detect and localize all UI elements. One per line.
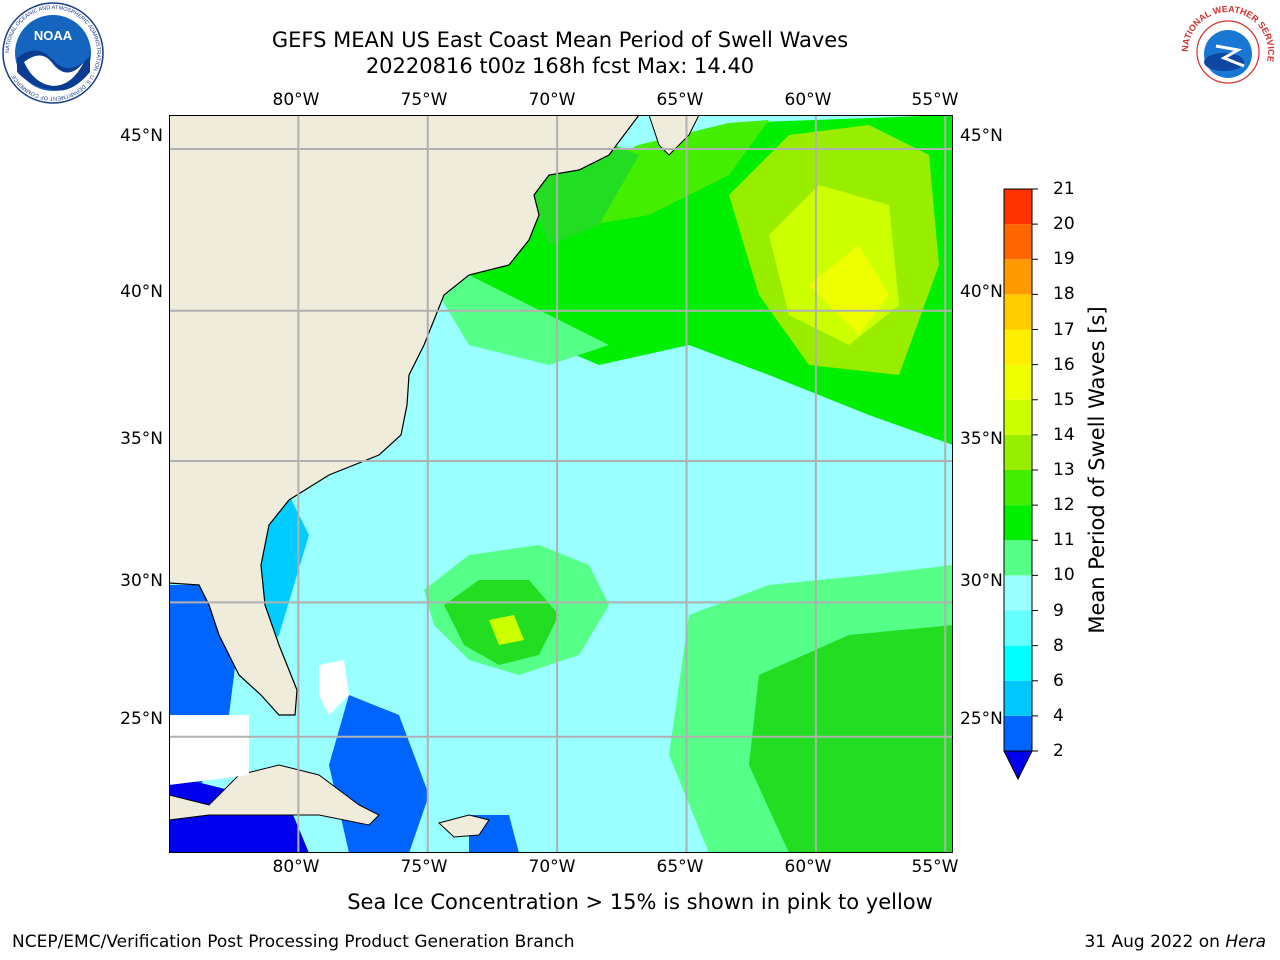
noaa-logo: NOAA NATIONAL OCEANIC AND ATMOSPHERIC AD… — [2, 2, 104, 104]
colorbar-title: Mean Period of Swell Waves [s] — [1085, 306, 1109, 634]
lon-label-top-55w: 55°W — [911, 90, 959, 110]
land — [169, 115, 700, 838]
lon-label-bottom-70w: 70°W — [528, 857, 576, 877]
colorbar-segment — [1004, 680, 1032, 716]
lat-label-left-30n: 30°N — [120, 571, 163, 591]
lon-label-top-80w: 80°W — [272, 90, 320, 110]
footer-machine: Hera — [1225, 932, 1266, 952]
colorbar-extend-min — [1003, 750, 1033, 781]
colorbar-segment — [1004, 715, 1032, 751]
footer-date: 31 Aug 2022 on Hera — [1084, 932, 1266, 952]
colorbar-tick-label: 16 — [1053, 354, 1075, 375]
colorbar-segment — [1004, 294, 1032, 330]
colorbar-tick-label: 6 — [1053, 670, 1064, 691]
lat-label-left-40n: 40°N — [120, 282, 163, 302]
colorbar-segment — [1004, 329, 1032, 365]
sea-ice-caption-text: Sea Ice Concentration > 15% is shown in … — [347, 890, 933, 914]
field-9s-band — [439, 275, 609, 365]
chart-subtitle: 20220816 t00z 168h fcst Max: 14.40 — [365, 54, 755, 78]
colorbar-segment — [1004, 434, 1032, 470]
colorbar-segment — [1004, 470, 1032, 506]
colorbar-tick-label: 17 — [1053, 319, 1075, 340]
lat-label-right-40n: 40°N — [960, 282, 1003, 302]
chart-title: GEFS MEAN US East Coast Mean Period of S… — [271, 28, 849, 52]
lat-label-right-30n: 30°N — [960, 571, 1003, 591]
lon-label-bottom-80w: 80°W — [272, 857, 320, 877]
colorbar-tick-label: 10 — [1053, 565, 1075, 586]
sea-ice-caption: Sea Ice Concentration > 15% is shown in … — [0, 890, 1280, 914]
colorbar-tick-label: 8 — [1053, 635, 1064, 656]
colorbar-tick-label: 18 — [1053, 284, 1075, 305]
colorbar-tick-label: 15 — [1053, 389, 1075, 410]
hispaniola-land — [437, 814, 490, 838]
colorbar-segment — [1004, 259, 1032, 295]
colorbar-tick-label: 21 — [1053, 179, 1075, 199]
colorbar-tick-label: 12 — [1053, 495, 1075, 516]
field-central-blob-core — [489, 615, 524, 645]
colorbar-tick-label: 2 — [1053, 741, 1064, 761]
colorbar-tick-label: 4 — [1053, 705, 1064, 726]
colorbar-segment — [1004, 540, 1032, 576]
lon-label-bottom-65w: 65°W — [656, 857, 704, 877]
graticule — [169, 115, 953, 853]
colorbar-segment — [1004, 399, 1032, 435]
colorbar-segment — [1004, 575, 1032, 611]
lon-label-bottom-75w: 75°W — [400, 857, 448, 877]
colorbar-tick-label: 9 — [1053, 600, 1064, 621]
lat-label-right-25n: 25°N — [960, 709, 1003, 729]
colorbar-segment — [1004, 505, 1032, 541]
lat-label-right-45n: 45°N — [960, 126, 1003, 146]
lon-label-top-70w: 70°W — [528, 90, 576, 110]
lat-label-left-25n: 25°N — [120, 709, 163, 729]
north-america-land — [169, 115, 640, 716]
lon-label-top-60w: 60°W — [784, 90, 832, 110]
no-data-area — [169, 715, 249, 785]
colorbar-segment — [1004, 364, 1032, 400]
lat-label-left-35n: 35°N — [120, 429, 163, 449]
colorbar-segment — [1004, 224, 1032, 260]
colorbar-segment — [1004, 610, 1032, 646]
lon-label-bottom-55w: 55°W — [911, 857, 959, 877]
nws-logo: NATIONAL WEATHER SERVICE — [1180, 4, 1276, 100]
swell-period-map — [169, 115, 953, 853]
colorbar-tick-label: 19 — [1053, 249, 1075, 270]
no-data-area-2 — [319, 660, 349, 715]
footer-date-text: 31 Aug 2022 on — [1084, 932, 1220, 952]
lon-label-top-65w: 65°W — [656, 90, 704, 110]
ocean-field — [169, 115, 953, 853]
noaa-logo-text: NOAA — [34, 28, 73, 43]
colorbar-segment — [1004, 189, 1032, 225]
colorbar-tick-label: 20 — [1053, 214, 1075, 235]
field-14s-core — [809, 245, 889, 335]
field-southeast-inner — [749, 625, 953, 853]
footer-credit: NCEP/EMC/Verification Post Processing Pr… — [12, 932, 575, 952]
lat-label-right-35n: 35°N — [960, 429, 1003, 449]
colorbar-tick-label: 13 — [1053, 460, 1075, 480]
lat-label-left-45n: 45°N — [120, 126, 163, 146]
colorbar-segment — [1004, 645, 1032, 681]
lon-label-top-75w: 75°W — [400, 90, 448, 110]
colorbar-tick-label: 11 — [1053, 530, 1075, 551]
colorbar — [1003, 188, 1038, 781]
colorbar-tick-label: 14 — [1053, 424, 1075, 445]
lon-label-bottom-60w: 60°W — [784, 857, 832, 877]
